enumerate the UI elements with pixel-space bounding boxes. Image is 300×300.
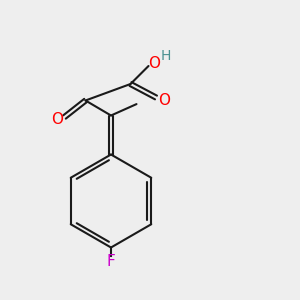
Text: H: H bbox=[161, 49, 171, 63]
Text: F: F bbox=[106, 254, 116, 269]
Text: O: O bbox=[158, 93, 170, 108]
Text: O: O bbox=[51, 112, 63, 128]
Text: O: O bbox=[148, 56, 160, 70]
